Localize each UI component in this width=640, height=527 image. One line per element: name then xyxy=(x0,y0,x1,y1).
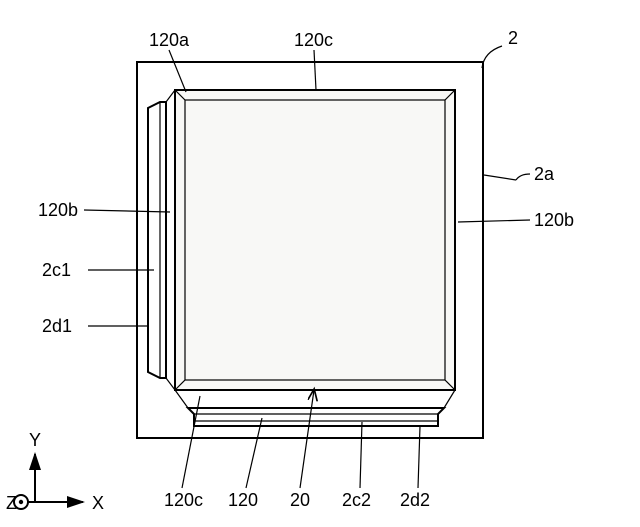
label-120c-bottom: 120c xyxy=(164,490,203,511)
label-2: 2 xyxy=(508,28,518,49)
label-2d1: 2d1 xyxy=(42,316,72,337)
label-120b-left: 120b xyxy=(38,200,78,221)
axis-y-label: Y xyxy=(29,430,41,451)
label-2d2: 2d2 xyxy=(400,490,430,511)
axis-z-label: Z xyxy=(6,493,17,514)
label-20: 20 xyxy=(290,490,310,511)
patent-figure xyxy=(0,0,640,527)
label-120: 120 xyxy=(228,490,258,511)
label-120a: 120a xyxy=(149,30,189,51)
label-2c1: 2c1 xyxy=(42,260,71,281)
label-2c2: 2c2 xyxy=(342,490,371,511)
label-120c-top: 120c xyxy=(294,30,333,51)
label-2a: 2a xyxy=(534,164,554,185)
axis-x-label: X xyxy=(92,493,104,514)
label-120b-right: 120b xyxy=(534,210,574,231)
